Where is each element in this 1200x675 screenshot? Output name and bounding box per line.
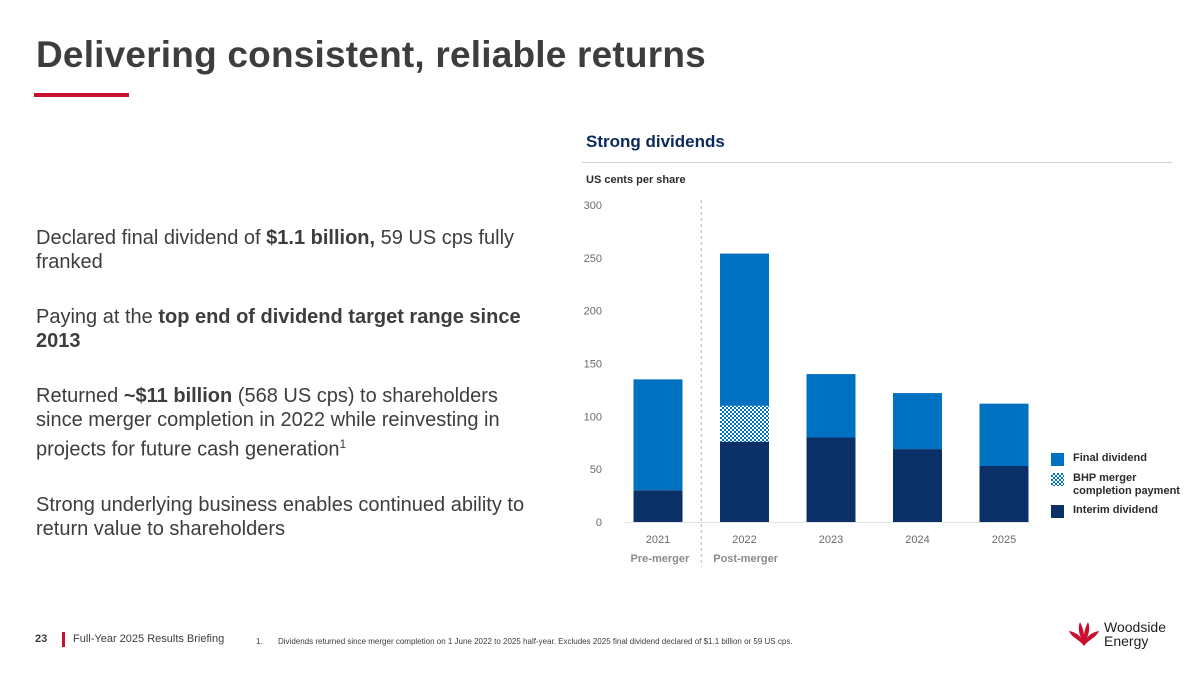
y-tick-label: 0 (596, 517, 602, 529)
legend-swatch (1051, 505, 1064, 518)
y-tick-label: 100 (584, 411, 602, 423)
bullet-text: (568 US cps) to shareholders since merge… (36, 385, 500, 461)
woodside-flower-icon (1069, 622, 1099, 646)
footnote-number: 1. (256, 637, 263, 646)
bullet-text: Returned (36, 385, 124, 407)
footer-divider (62, 632, 65, 647)
footnote-reference: 1 (339, 437, 347, 451)
bullet-emphasis: top end of dividend target range since 2… (36, 306, 521, 352)
bar-final-dividend-2023 (806, 374, 856, 438)
chart-heading: Strong dividends (586, 132, 725, 151)
legend-label: BHP merger completion payment (1073, 472, 1180, 497)
bullet-text: Strong underlying business enables conti… (36, 493, 525, 540)
legend-item: Final dividend (1051, 452, 1196, 466)
bar-interim-dividend-2024 (893, 449, 942, 522)
logo-line-2: Energy (1104, 633, 1149, 649)
title-accent-rule (34, 93, 129, 97)
bullet-text: Declared final dividend of (36, 227, 267, 249)
chart-legend: Final dividend BHP merger completion paym… (1051, 452, 1196, 524)
x-tick-label: 2023 (819, 534, 843, 546)
bar-interim-dividend-2023 (806, 437, 856, 522)
bullet-item: Strong underlying business enables conti… (36, 493, 536, 541)
chart-heading-rule (582, 162, 1172, 163)
bullet-item: Returned ~$11 billion (568 US cps) to sh… (36, 384, 536, 462)
logo-line-1: Woodside (1104, 619, 1167, 635)
page-number: 23 (35, 633, 48, 645)
legend-label: Interim dividend (1073, 504, 1158, 516)
pre-merger-annotation: Pre-merger (631, 553, 690, 565)
bar-interim-dividend-2025 (979, 465, 1029, 522)
bullet-text: 59 US cps fully franked (36, 227, 515, 273)
slide-title: Delivering consistent, reliable returns (36, 34, 706, 75)
bar-interim-dividend-2021 (633, 490, 683, 522)
x-tick-label: 2024 (905, 534, 929, 546)
y-tick-label: 150 (584, 359, 602, 371)
bullet-list: Declared final dividend of $1.1 billion,… (36, 226, 536, 572)
x-tick-label: 2021 (646, 534, 670, 546)
bullet-emphasis: ~$11 billion (123, 385, 233, 407)
bar-final-dividend-2024 (893, 393, 942, 450)
bullet-item: Declared final dividend of $1.1 billion,… (36, 226, 536, 274)
footnote-text: Dividends returned since merger completi… (278, 637, 793, 646)
woodside-logo: Woodside Energy (1068, 620, 1166, 648)
footer-label: Full-Year 2025 Results Briefing (73, 633, 225, 645)
bullet-emphasis: $1.1 billion, (266, 227, 376, 249)
y-tick-label: 50 (590, 464, 602, 476)
x-tick-label: 2022 (732, 534, 756, 546)
y-tick-label: 250 (584, 253, 602, 265)
x-tick-label: 2025 (992, 534, 1016, 546)
y-tick-label: 200 (584, 306, 602, 318)
chart-y-axis-label: US cents per share (586, 174, 686, 186)
bar-final-dividend-2021 (633, 379, 683, 491)
bar-final-dividend-2025 (979, 403, 1029, 466)
post-merger-annotation: Post-merger (713, 553, 779, 565)
bar-final-dividend-2022 (720, 253, 769, 406)
legend-label: Final dividend (1073, 452, 1147, 464)
bar-bhp-merger-completion-payment-2022 (720, 405, 769, 442)
legend-item: Interim dividend (1051, 504, 1196, 518)
legend-swatch (1051, 453, 1064, 466)
dividend-bar-chart: 0 50 100 150 200 250 300 2021 2022 2023 2024 2025 Pr… (584, 200, 1030, 567)
bullet-text: Paying at the (36, 306, 159, 328)
bullet-item: Paying at the top end of dividend target… (36, 305, 536, 353)
bar-interim-dividend-2022 (720, 441, 769, 522)
y-tick-label: 300 (584, 200, 602, 212)
legend-item: BHP merger completion payment (1051, 472, 1196, 498)
legend-swatch (1051, 473, 1064, 486)
